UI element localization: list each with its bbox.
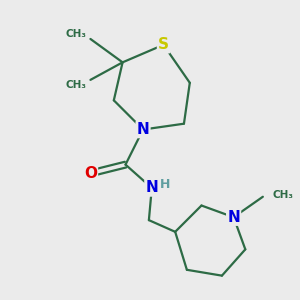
Text: CH₃: CH₃ [66,29,87,39]
Text: CH₃: CH₃ [66,80,87,90]
Text: CH₃: CH₃ [272,190,293,200]
Text: N: N [146,181,158,196]
Text: H: H [160,178,170,191]
Text: N: N [137,122,149,137]
Text: N: N [227,210,240,225]
Text: O: O [84,166,97,181]
Text: S: S [158,37,169,52]
